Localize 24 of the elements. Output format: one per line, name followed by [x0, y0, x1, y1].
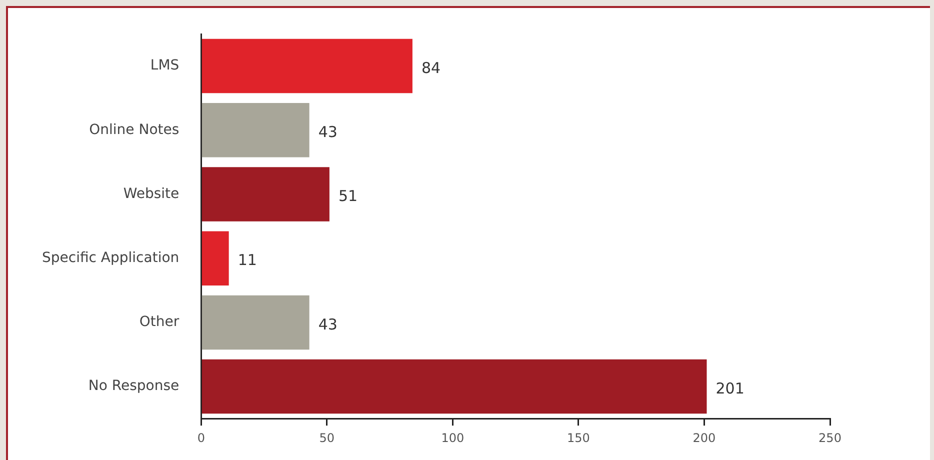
y-tick-label: Online Notes [89, 122, 180, 138]
bar [202, 231, 229, 286]
x-tick-label: 150 [567, 430, 590, 445]
x-tick-label: 0 [197, 430, 205, 445]
y-tick-label: No Response [88, 378, 180, 394]
bar [202, 359, 707, 414]
y-tick-label: LMS [150, 58, 180, 74]
x-tick-label: 100 [441, 430, 464, 445]
bar [202, 38, 412, 94]
x-tick-label: 200 [692, 430, 716, 445]
data-label: 201 [716, 379, 744, 398]
y-tick-label: Website [123, 186, 180, 202]
x-tick-label: 50 [319, 430, 335, 445]
bar [202, 167, 330, 222]
y-tick-label: Specific Application [42, 250, 180, 266]
data-label: 51 [338, 187, 358, 206]
data-label: 11 [238, 251, 257, 270]
data-label: 43 [318, 315, 338, 334]
data-label: 84 [421, 58, 441, 77]
x-tick-label: 250 [818, 430, 842, 445]
y-tick-label: Other [139, 314, 180, 330]
bar [202, 103, 310, 158]
data-label: 43 [318, 123, 338, 142]
bar [202, 295, 310, 350]
